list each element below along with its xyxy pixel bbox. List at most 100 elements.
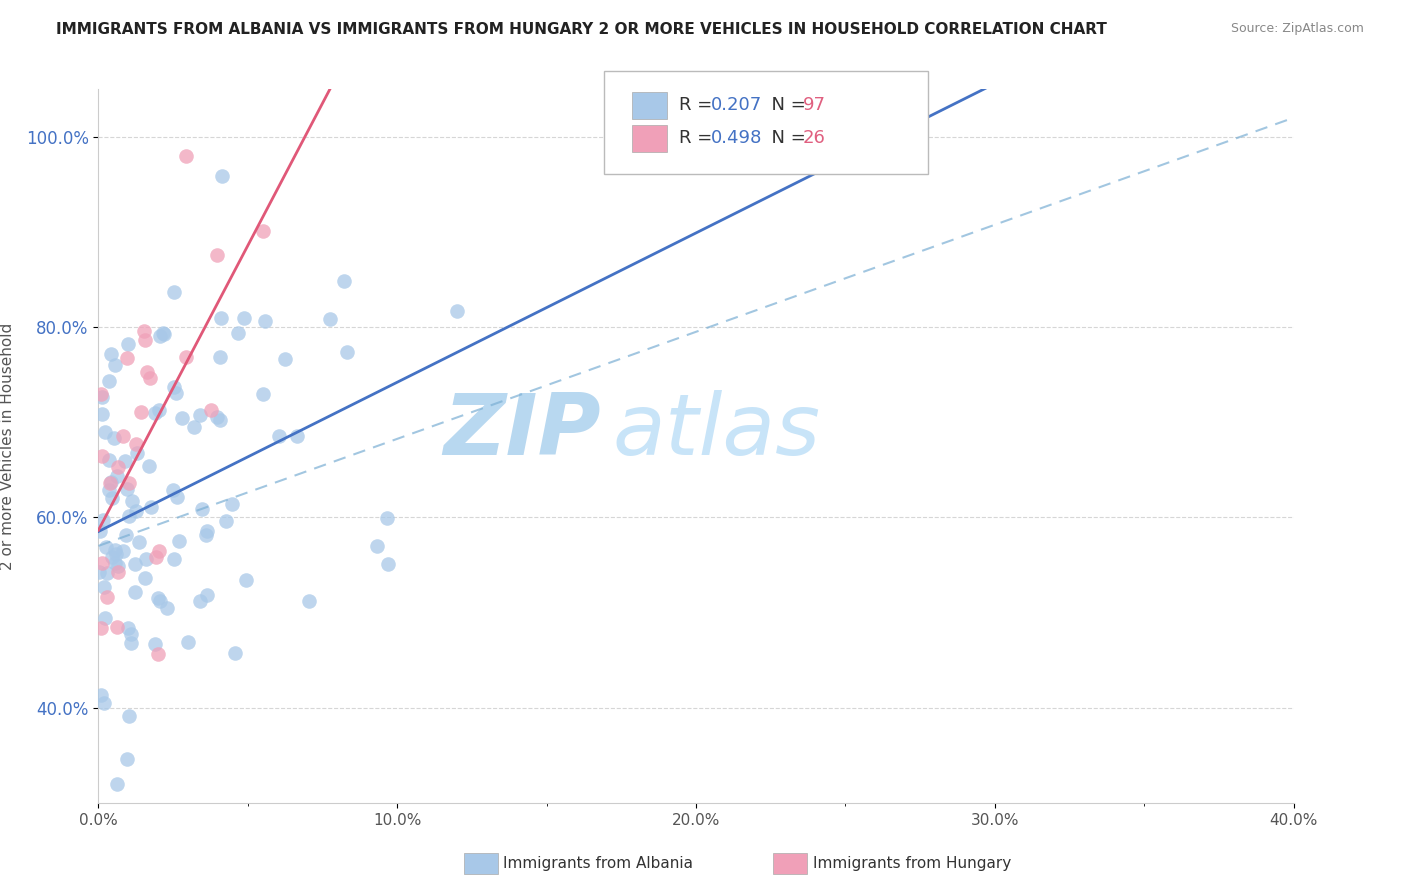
Point bbox=[205, 248, 228, 262]
Point bbox=[115, 482, 138, 496]
Point bbox=[94, 541, 117, 555]
Point bbox=[134, 571, 156, 585]
Point bbox=[146, 647, 169, 661]
Point bbox=[285, 429, 308, 443]
Point bbox=[90, 688, 112, 702]
Point bbox=[174, 149, 197, 163]
Point bbox=[146, 591, 169, 606]
Point bbox=[253, 314, 276, 328]
Point bbox=[377, 557, 399, 571]
Point bbox=[267, 429, 290, 443]
Point bbox=[135, 552, 157, 566]
Point bbox=[163, 551, 186, 566]
Point bbox=[98, 483, 121, 497]
Point bbox=[200, 402, 222, 417]
Point bbox=[100, 347, 122, 361]
Point bbox=[118, 475, 141, 490]
Point bbox=[195, 528, 218, 542]
Point bbox=[125, 437, 148, 451]
Point bbox=[117, 337, 139, 351]
Point bbox=[143, 638, 166, 652]
Point bbox=[107, 459, 129, 474]
Point bbox=[93, 697, 115, 711]
Point bbox=[209, 412, 232, 426]
Point bbox=[91, 556, 114, 570]
Point bbox=[101, 491, 124, 506]
Point bbox=[90, 387, 112, 401]
Point bbox=[166, 490, 188, 504]
Point bbox=[298, 593, 321, 607]
Point bbox=[90, 621, 112, 635]
Text: N =: N = bbox=[761, 96, 811, 114]
Point bbox=[124, 584, 146, 599]
Point bbox=[129, 405, 152, 419]
Point bbox=[188, 594, 211, 608]
Point bbox=[89, 524, 111, 538]
Point bbox=[87, 566, 110, 580]
Point bbox=[114, 454, 136, 468]
Point bbox=[125, 504, 148, 518]
Point bbox=[94, 611, 117, 625]
Point bbox=[235, 573, 257, 587]
Text: 0.207: 0.207 bbox=[711, 96, 762, 114]
Point bbox=[148, 403, 170, 417]
Point bbox=[91, 390, 114, 404]
Point bbox=[105, 777, 128, 791]
Point bbox=[167, 534, 190, 549]
Text: ZIP: ZIP bbox=[443, 390, 600, 474]
Point bbox=[96, 590, 118, 604]
Point bbox=[128, 535, 150, 549]
Point bbox=[135, 365, 157, 379]
Point bbox=[104, 542, 127, 557]
Point bbox=[117, 621, 139, 635]
Point bbox=[205, 410, 228, 425]
Point bbox=[163, 380, 186, 394]
Point bbox=[149, 329, 172, 343]
Point bbox=[118, 509, 141, 524]
Point bbox=[336, 344, 359, 359]
Point bbox=[93, 580, 115, 594]
Point bbox=[107, 565, 129, 579]
Point bbox=[107, 558, 129, 573]
Point bbox=[103, 431, 125, 445]
Point bbox=[375, 511, 398, 525]
Point bbox=[124, 558, 146, 572]
Point bbox=[97, 453, 120, 467]
Point bbox=[224, 646, 246, 660]
Point bbox=[105, 469, 128, 483]
Text: 97: 97 bbox=[803, 96, 825, 114]
Point bbox=[190, 502, 212, 516]
Point bbox=[366, 539, 388, 553]
Point bbox=[139, 371, 162, 385]
Text: IMMIGRANTS FROM ALBANIA VS IMMIGRANTS FROM HUNGARY 2 OR MORE VEHICLES IN HOUSEHO: IMMIGRANTS FROM ALBANIA VS IMMIGRANTS FR… bbox=[56, 22, 1107, 37]
Point bbox=[138, 459, 160, 474]
Text: Immigrants from Hungary: Immigrants from Hungary bbox=[813, 856, 1011, 871]
Point bbox=[165, 385, 187, 400]
Point bbox=[115, 752, 138, 766]
Text: R =: R = bbox=[679, 96, 717, 114]
Point bbox=[195, 588, 218, 602]
Point bbox=[195, 524, 218, 538]
Point bbox=[93, 513, 115, 527]
Point bbox=[233, 311, 256, 326]
Point bbox=[90, 449, 112, 463]
Point bbox=[141, 500, 163, 515]
Point bbox=[132, 324, 155, 338]
Point bbox=[96, 566, 118, 581]
Point bbox=[252, 387, 274, 401]
Point bbox=[252, 224, 274, 238]
Point bbox=[319, 312, 342, 326]
Point bbox=[145, 549, 167, 564]
Point bbox=[105, 547, 128, 561]
Point bbox=[162, 483, 184, 497]
Point bbox=[221, 497, 243, 511]
Point bbox=[121, 493, 143, 508]
Point bbox=[105, 620, 128, 634]
Point bbox=[148, 543, 170, 558]
Point bbox=[183, 420, 205, 434]
Point bbox=[112, 544, 135, 558]
Text: R =: R = bbox=[679, 129, 717, 147]
Point bbox=[188, 408, 211, 422]
Point bbox=[97, 374, 120, 388]
Point bbox=[101, 550, 124, 565]
